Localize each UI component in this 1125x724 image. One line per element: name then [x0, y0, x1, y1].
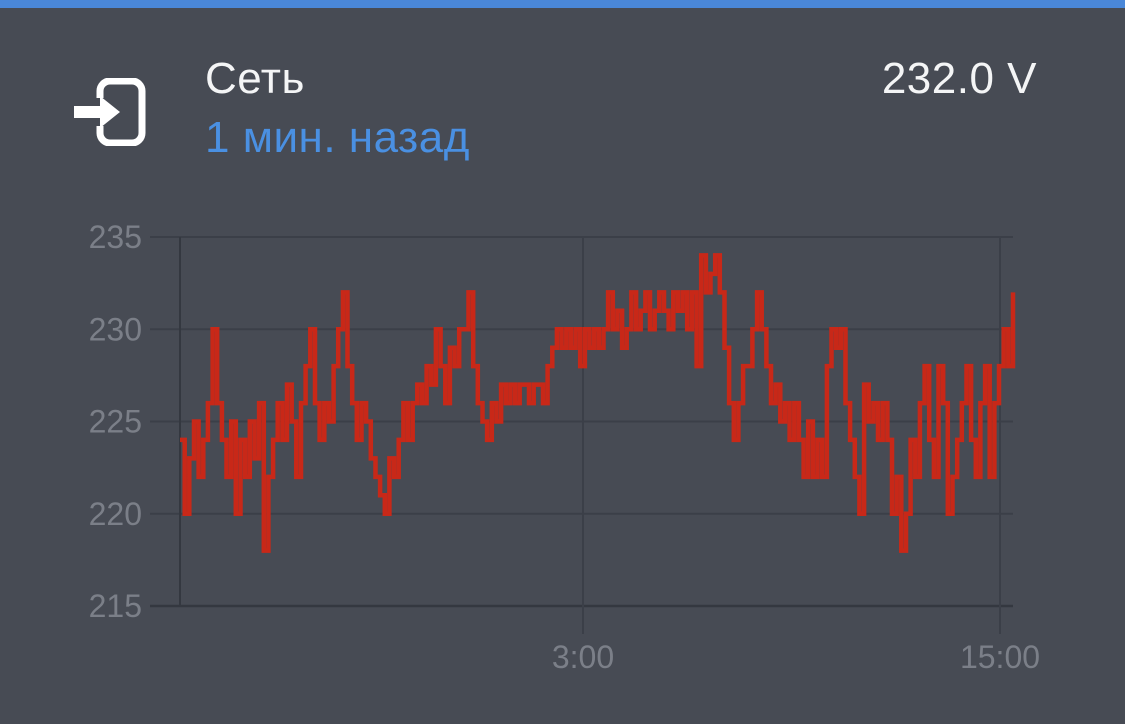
- voltage-series-line: [180, 253, 1016, 553]
- current-value: 232.0 V: [881, 54, 1037, 103]
- x-tick-label: 3:00: [552, 639, 614, 675]
- y-tick-label: 230: [89, 311, 142, 347]
- x-tick-label: 15:00: [960, 639, 1040, 675]
- last-updated-label[interactable]: 1 мин. назад: [205, 113, 470, 162]
- y-tick-label: 220: [89, 496, 142, 532]
- y-tick-label: 225: [89, 404, 142, 440]
- y-tick-label: 235: [89, 219, 142, 255]
- widget-title: Сеть: [205, 54, 305, 103]
- y-tick-label: 215: [89, 588, 142, 624]
- status-bar: [0, 0, 1125, 8]
- login-icon: [74, 77, 146, 147]
